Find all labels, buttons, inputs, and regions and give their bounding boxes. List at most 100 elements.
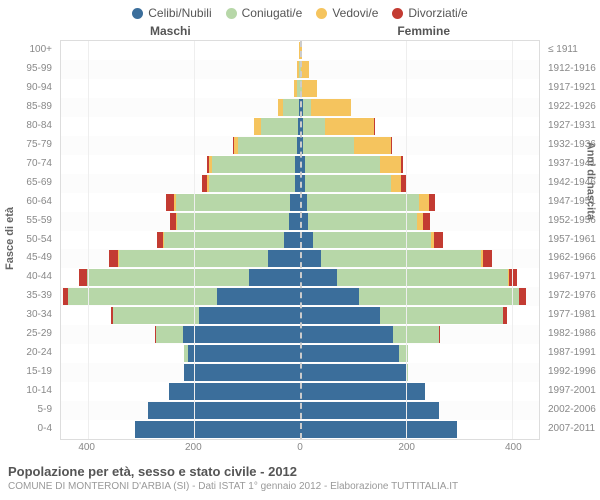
bar-segment [289, 213, 300, 230]
age-label: 100+ [0, 40, 55, 59]
bar-segment [325, 118, 374, 135]
female-bar [300, 402, 439, 419]
chart-area [60, 40, 540, 440]
female-bar [300, 156, 403, 173]
birth-label: 1927-1931 [545, 116, 600, 135]
male-bar [170, 213, 300, 230]
legend-swatch [226, 8, 237, 19]
birth-label: 1982-1986 [545, 324, 600, 343]
bar-segment [300, 402, 439, 419]
male-bar [63, 288, 300, 305]
legend-item: Vedovi/e [316, 6, 378, 20]
male-bar [157, 232, 300, 249]
age-label: 5-9 [0, 400, 55, 419]
female-bar [300, 194, 435, 211]
female-bar [300, 175, 406, 192]
bar-segment [401, 156, 403, 173]
birth-label: 1937-1941 [545, 154, 600, 173]
bar-segment [300, 364, 407, 381]
age-label: 60-64 [0, 192, 55, 211]
bar-segment [109, 250, 118, 267]
bar-segment [217, 288, 300, 305]
bar-segment [303, 118, 324, 135]
bar-segment [354, 137, 391, 154]
bar-segment [313, 232, 430, 249]
bar-segment [68, 288, 217, 305]
bar-segment [307, 194, 419, 211]
female-bar [300, 421, 457, 438]
age-label: 45-49 [0, 248, 55, 267]
bar-segment [303, 137, 354, 154]
male-bar [109, 250, 300, 267]
female-bar [300, 364, 408, 381]
age-label: 10-14 [0, 381, 55, 400]
x-axis: 4002000200400 [60, 442, 540, 458]
bar-segment [300, 288, 359, 305]
bar-segment [311, 99, 351, 116]
female-bar [300, 80, 317, 97]
bar-segment [300, 269, 337, 286]
age-label: 75-79 [0, 135, 55, 154]
bar-segment [393, 326, 438, 343]
footer: Popolazione per età, sesso e stato civil… [0, 458, 600, 492]
header-male: Maschi [150, 24, 191, 38]
birth-label: 1932-1936 [545, 135, 600, 154]
bar-segment [423, 213, 430, 230]
birth-label: 2007-2011 [545, 419, 600, 438]
bar-segment [188, 345, 300, 362]
age-label: 85-89 [0, 97, 55, 116]
legend-swatch [392, 8, 403, 19]
bar-segment [148, 402, 300, 419]
x-tick: 200 [398, 442, 415, 453]
bar-segment [183, 326, 300, 343]
bar-segment [391, 175, 402, 192]
grid-line [194, 41, 195, 439]
female-bar [300, 137, 392, 154]
bar-segment [305, 156, 380, 173]
bar-segment [284, 232, 300, 249]
male-bar [278, 99, 300, 116]
bar-segment [359, 288, 519, 305]
birth-label: 2002-2006 [545, 400, 600, 419]
bar-segment [483, 250, 492, 267]
legend-swatch [132, 8, 143, 19]
birth-label: 1942-1946 [545, 173, 600, 192]
birth-label: 1912-1916 [545, 59, 600, 78]
age-label: 20-24 [0, 343, 55, 362]
bar-segment [300, 345, 399, 362]
legend-label: Coniugati/e [242, 6, 303, 20]
legend-label: Divorziati/e [408, 6, 467, 20]
birth-label: 1997-2001 [545, 381, 600, 400]
bar-segment [401, 175, 405, 192]
female-bar [300, 326, 440, 343]
age-label: 35-39 [0, 286, 55, 305]
birth-label: 1992-1996 [545, 362, 600, 381]
male-bar [111, 307, 300, 324]
bar-segment [209, 175, 294, 192]
legend-item: Divorziati/e [392, 6, 467, 20]
bar-segment [113, 307, 198, 324]
legend: Celibi/Nubili Coniugati/e Vedovi/e Divorzia… [0, 0, 600, 24]
bar-segment [199, 307, 300, 324]
female-bar [300, 307, 507, 324]
age-label: 40-44 [0, 267, 55, 286]
birth-label: 1952-1956 [545, 211, 600, 230]
bar-segment [305, 175, 390, 192]
bar-segment [300, 326, 393, 343]
female-bar [300, 213, 430, 230]
legend-item: Celibi/Nubili [132, 6, 211, 20]
birth-label: 1987-1991 [545, 343, 600, 362]
age-label: 15-19 [0, 362, 55, 381]
bar-segment [135, 421, 300, 438]
age-label: 0-4 [0, 419, 55, 438]
chart-subtitle: COMUNE DI MONTERONI D'ARBIA (SI) - Dati … [8, 481, 592, 492]
bar-segment [238, 137, 297, 154]
bar-segment [79, 269, 87, 286]
bar-segment [519, 288, 525, 305]
female-bar [300, 345, 408, 362]
bar-segment [166, 194, 173, 211]
legend-label: Vedovi/e [332, 6, 378, 20]
age-label: 95-99 [0, 59, 55, 78]
header-female: Femmine [397, 24, 450, 38]
pyramid-container: Celibi/Nubili Coniugati/e Vedovi/e Divorzia… [0, 0, 600, 500]
